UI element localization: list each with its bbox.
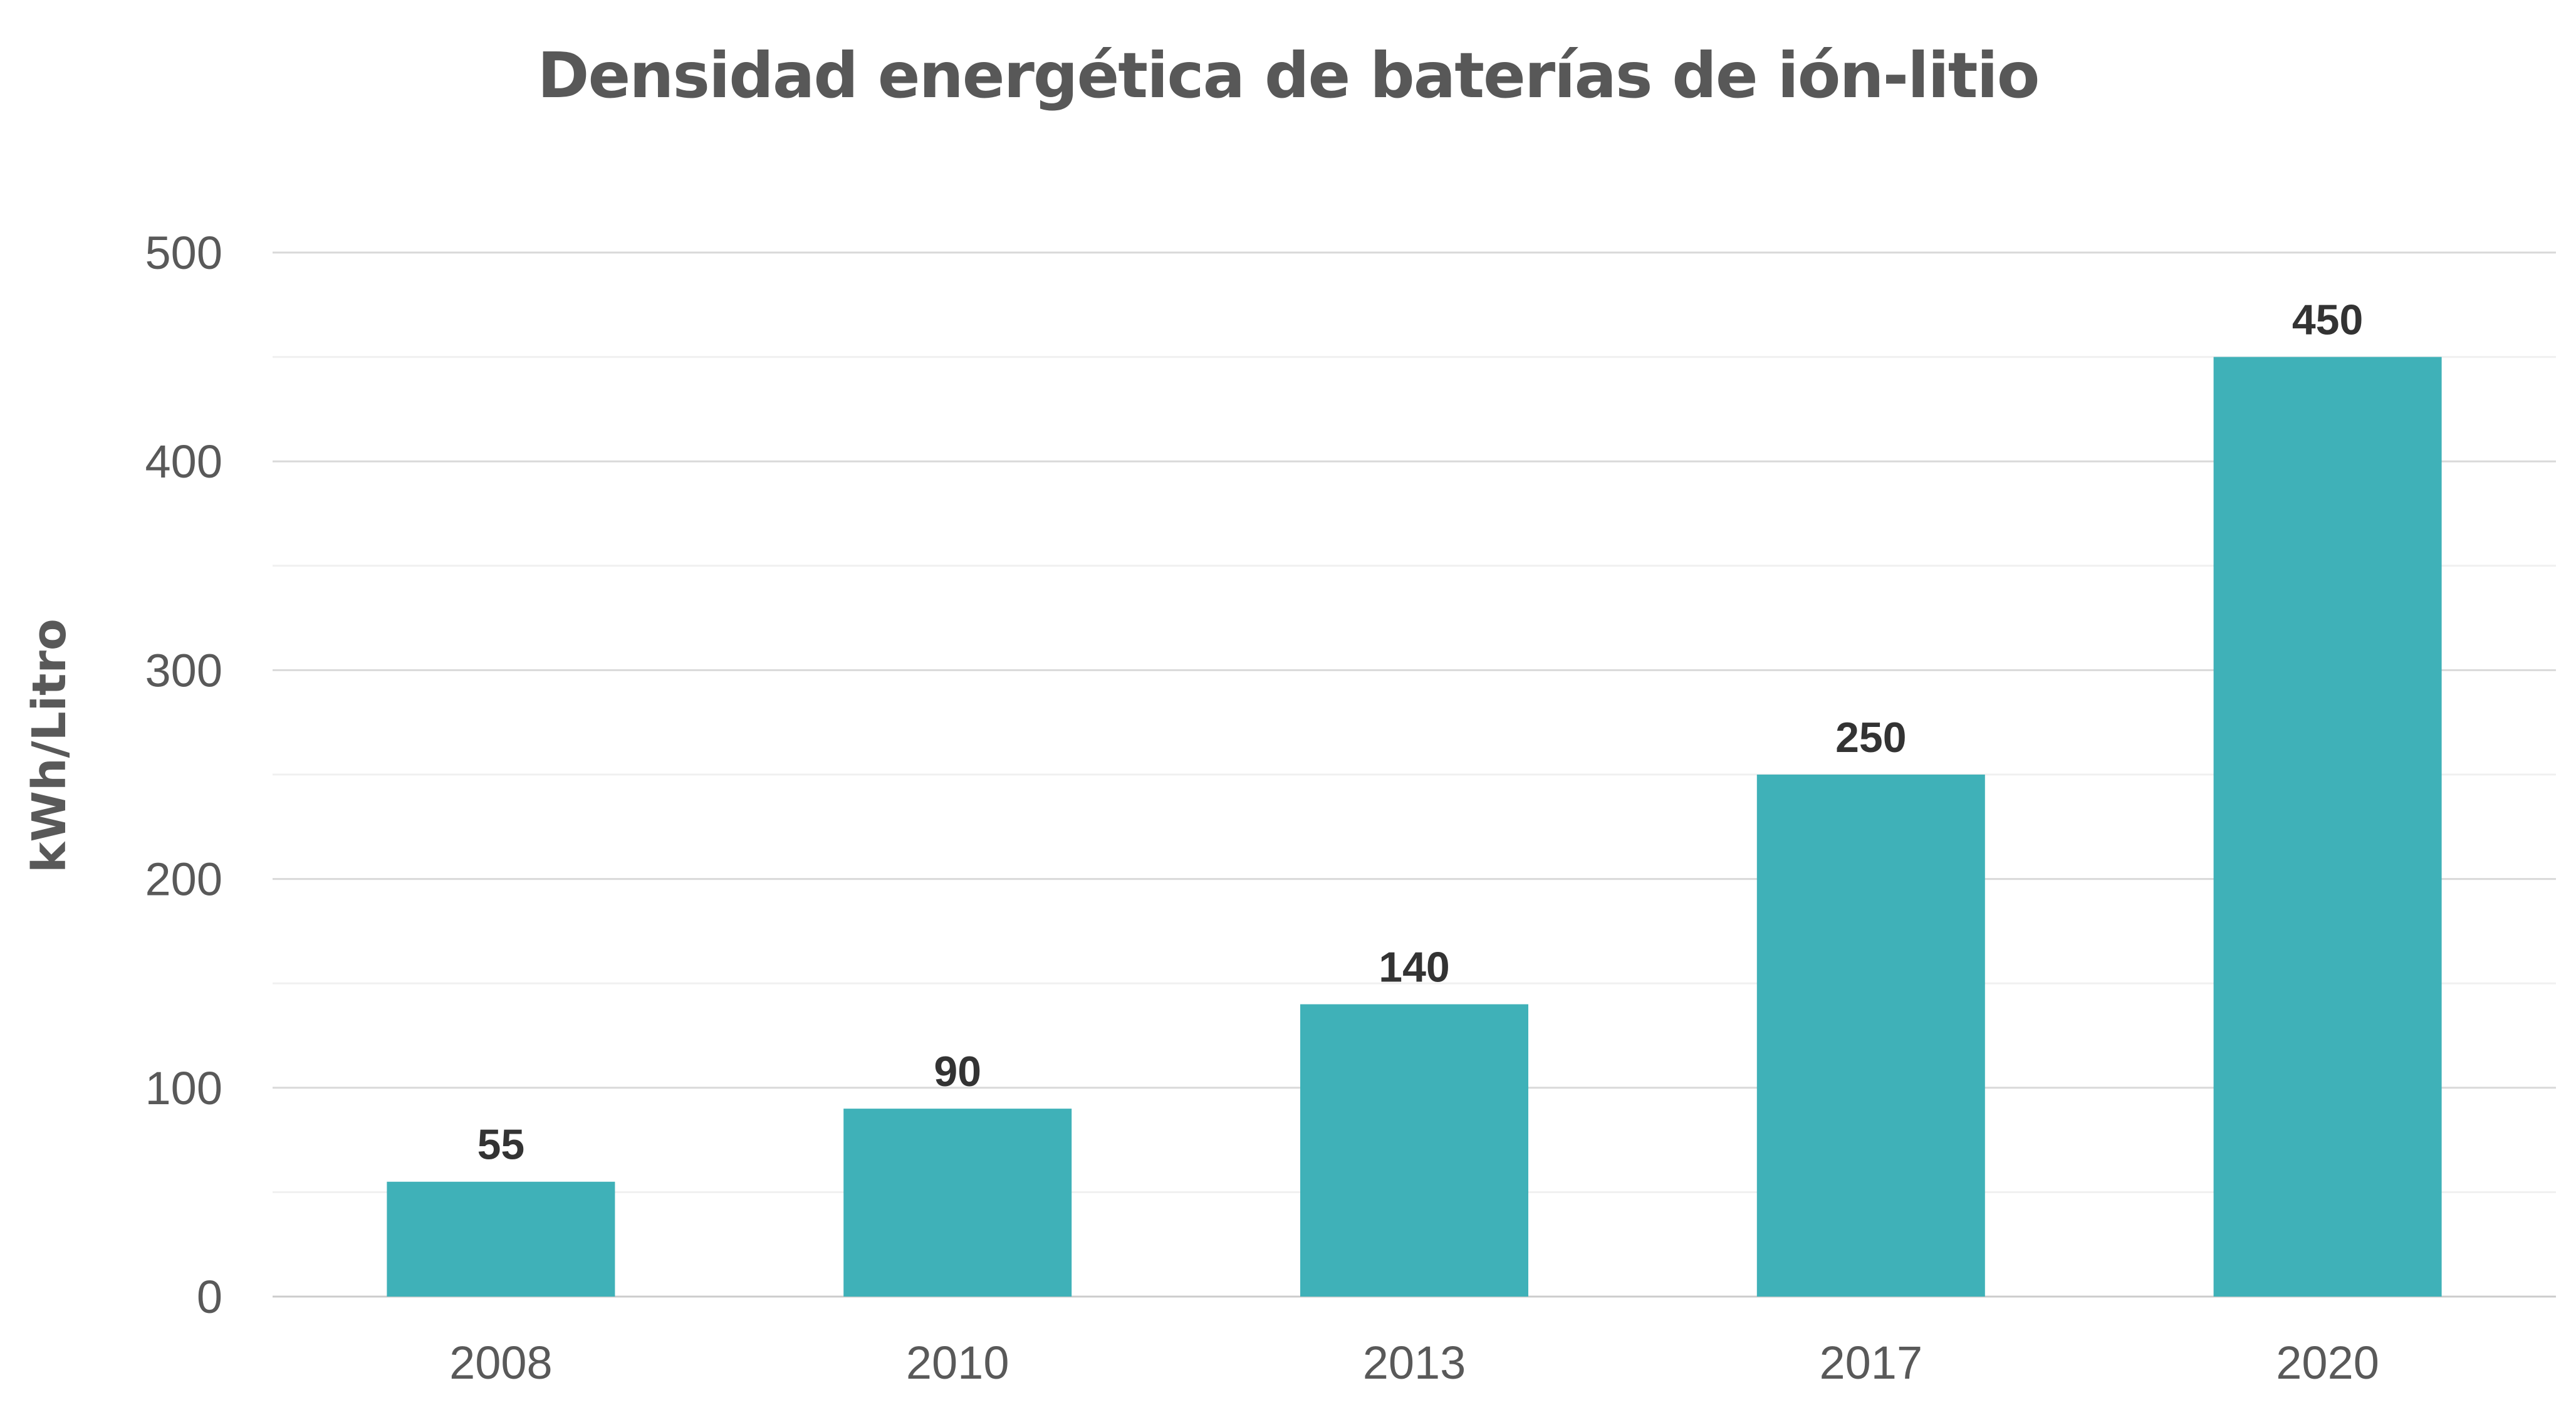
data-label: 55 (477, 1121, 525, 1169)
y-tick-label: 500 (145, 227, 222, 279)
bar-2020 (2213, 357, 2442, 1297)
bar-2008 (387, 1181, 615, 1297)
data-label: 450 (2292, 296, 2363, 344)
data-label: 90 (934, 1048, 981, 1095)
chart-title: Densidad energética de baterías de ión-l… (537, 39, 2040, 112)
y-tick-label: 0 (197, 1271, 222, 1323)
bar-2010 (843, 1109, 1072, 1297)
bar-2017 (1756, 775, 1985, 1297)
x-tick-label: 2008 (449, 1337, 553, 1389)
y-tick-label: 100 (145, 1062, 222, 1114)
data-label: 140 (1379, 944, 1449, 991)
y-tick-label: 300 (145, 644, 222, 696)
bar-2013 (1300, 1004, 1528, 1297)
y-tick-label: 200 (145, 854, 222, 906)
x-tick-label: 2013 (1363, 1337, 1466, 1389)
x-tick-label: 2020 (2276, 1337, 2379, 1389)
y-axis-label: kWh/Litro (23, 619, 76, 873)
x-tick-label: 2010 (906, 1337, 1009, 1389)
data-label: 250 (1835, 714, 1906, 761)
y-tick-label: 400 (145, 436, 222, 488)
x-tick-label: 2017 (1819, 1337, 1922, 1389)
